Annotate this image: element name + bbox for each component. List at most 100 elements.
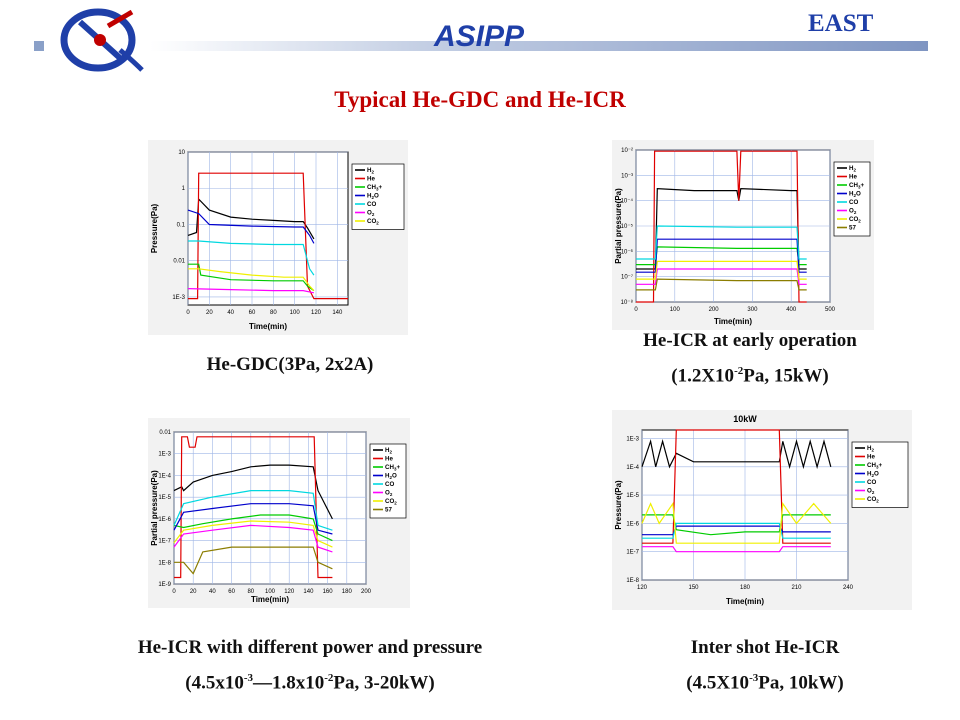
chart-gdc: 0 20 40 60 80 100 120 140 1E-3 0.01 0.1 1 10 Time(min… [148,140,408,335]
chart-early-legend-label: H2O [849,191,861,199]
slide-title: Typical He-GDC and He-ICR [334,87,626,112]
chart-early-legend-label: CO2 [849,216,861,224]
chart-power-series-h2o [173,503,333,535]
chart-inter-x-tick-label: 150 [688,585,699,591]
caption-power-line2: (4.5x10-3—1.8x10-2Pa, 3-20kW) [185,672,435,694]
chart-inter-series-ch3plus [642,514,831,536]
chart-gdc-x-tick-label: 120 [311,310,322,316]
chart-inter-legend-label: H2 [867,445,874,453]
chart-early-legend-label: CH3+ [849,182,864,190]
chart-gdc-series-ch3plus [188,263,315,292]
chart-early-x-tick-label: 300 [747,307,758,313]
chart-power-x-tick-label: 0 [172,589,176,595]
chart-early-y-tick-label: 10⁻⁶ [621,248,634,255]
chart-power-x-tick-label: 140 [303,589,314,595]
chart-early-y-tick-label: 10⁻² [621,148,633,154]
chart-inter-x-axis-label: Time(min) [726,597,764,606]
chart-power-x-tick-label: 40 [209,589,216,595]
chart-early-legend-label: O2 [849,208,857,216]
chart-gdc-legend-label: H2 [367,167,374,175]
chart-power-legend-label: He [385,456,393,463]
chart-power-x-axis-label: Time(min) [251,595,289,604]
chart-inter: 120 150 180 210 240 1E-8 1E-7 1E-6 1E-5 1E-4 1E-3 T… [612,410,912,610]
chart-gdc-y-tick-label: 10 [178,150,185,156]
chart-power-legend-label: H2O [385,473,397,481]
chart-power-x-tick-label: 160 [323,589,334,595]
chart-power-legend-label: CO [385,481,394,488]
chart-inter-series-co2 [641,501,832,544]
asipp-logo [50,4,150,76]
chart-power-y-tick-label: 1E-8 [158,560,171,566]
chart-inter-x-tick-label: 180 [740,585,751,591]
chart-inter-series-he [642,429,831,544]
chart-power-legend-label: H2 [385,447,392,455]
chart-power-y-tick-label: 0.01 [159,430,171,436]
chart-gdc-plot-area [187,151,349,306]
chart-gdc-x-tick-label: 40 [227,310,234,316]
chart-power-x-tick-label: 100 [265,589,276,595]
caption-inter-line2: (4.5X10-3Pa, 10kW) [686,672,844,694]
chart-inter-y-tick-label: 1E-3 [626,437,639,443]
chart-early-series-h2o [636,238,807,273]
caption-gdc: He-GDC(3Pa, 2x2A) [140,350,440,380]
chart-early-y-tick-label: 10⁻³ [621,173,633,179]
chart-gdc-legend [351,163,405,230]
chart-inter-x-tick-label: 120 [637,585,648,591]
chart-gdc-series-o2 [187,288,315,294]
chart-gdc-x-tick-label: 140 [332,310,343,316]
chart-inter-y-tick-label: 1E-4 [626,465,639,471]
chart-inter-legend-label: H2O [867,471,879,479]
chart-power-y-tick-label: 1E-4 [158,473,171,479]
chart-inter-x-tick-label: 210 [791,585,802,591]
chart-early-series-o2 [636,268,807,285]
chart-power-series-co [173,490,333,531]
chart-gdc-series-co [188,240,315,276]
chart-gdc-y-axis-label: Pressure(Pa) [150,203,159,253]
chart-early-x-tick-label: 400 [786,307,797,313]
chart-power-x-tick-label: 80 [247,589,254,595]
caption-early: He-ICR at early operation (1.2X10-2Pa, 1… [580,326,920,391]
chart-gdc-series-he [188,172,348,300]
chart-early-y-axis-label: Partial pressure(Pa) [614,188,623,264]
chart-inter-y-tick-label: 1E-7 [626,550,639,556]
chart-power-series-57 [174,546,333,575]
caption-inter: Inter shot He-ICR (4.5X10-3Pa, 10kW) [600,633,930,698]
chart-early-x-tick-label: 200 [709,307,720,313]
chart-early-series-co [636,225,807,260]
chart-inter-series-o2 [642,546,831,553]
chart-inter-y-tick-label: 1E-8 [626,578,639,584]
chart-gdc-y-tick-label: 1E-3 [172,295,185,301]
chart-power-x-tick-label: 60 [228,589,235,595]
chart-inter-x-tick-label: 240 [843,585,854,591]
caption-early-line1: He-ICR at early operation [643,330,857,351]
chart-gdc-legend-label: He [367,176,375,183]
chart-early-series-57 [636,278,807,291]
chart-power-series-he [174,436,333,579]
chart-power-x-tick-label: 180 [342,589,353,595]
chart-power-y-tick-label: 1E-3 [158,452,171,458]
chart-inter-legend-label: CO2 [867,496,879,504]
chart-power-legend-label: CH3+ [385,464,400,472]
chart-early-legend-label: H2 [849,165,856,173]
caption-power-line1: He-ICR with different power and pressure [137,637,483,658]
chart-power-legend-label: CO2 [385,498,397,506]
chart-gdc-legend-label: CO [367,201,376,208]
chart-power-x-tick-label: 120 [284,589,295,595]
chart-inter-series-h2 [641,438,832,470]
chart-inter-y-axis-label: Pressure(Pa) [614,480,623,530]
chart-early-y-tick-label: 10⁻⁵ [621,223,634,230]
chart-power-y-tick-label: 1E-6 [158,517,171,523]
chart-early-series-co2 [636,260,807,280]
chart-gdc-x-tick-label: 100 [290,310,301,316]
chart-power-legend-label: 57 [385,507,392,514]
chart-power-legend-label: O2 [385,490,393,498]
chart-early-legend-label: 57 [849,225,856,232]
chart-gdc-series-co2 [188,268,315,292]
chart-gdc-legend-label: O2 [367,210,375,218]
chart-power-y-tick-label: 1E-9 [158,582,171,588]
chart-early: 0 100 200 300 400 500 10⁻⁸ 10⁻⁷ 10⁻⁶ 10⁻⁵ 10⁻⁴ 10⁻³… [612,140,874,330]
chart-power-series-h2 [173,464,333,520]
chart-gdc-y-tick-label: 0.1 [177,222,186,228]
caption-inter-line1: Inter shot He-ICR [690,637,840,658]
chart-early-y-tick-label: 10⁻⁸ [621,299,634,306]
